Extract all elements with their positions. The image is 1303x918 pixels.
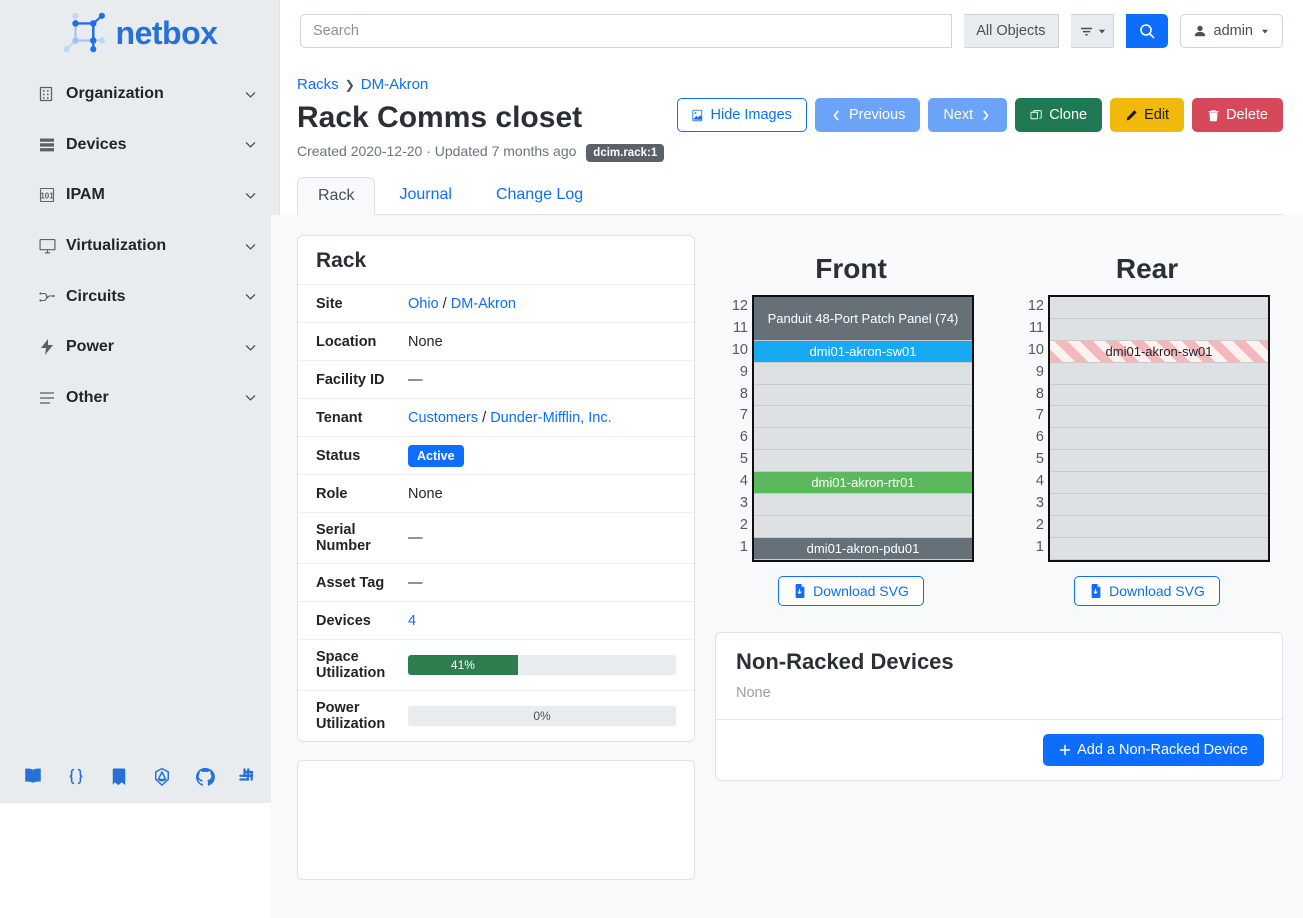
svg-text:101: 101 [40,192,54,201]
